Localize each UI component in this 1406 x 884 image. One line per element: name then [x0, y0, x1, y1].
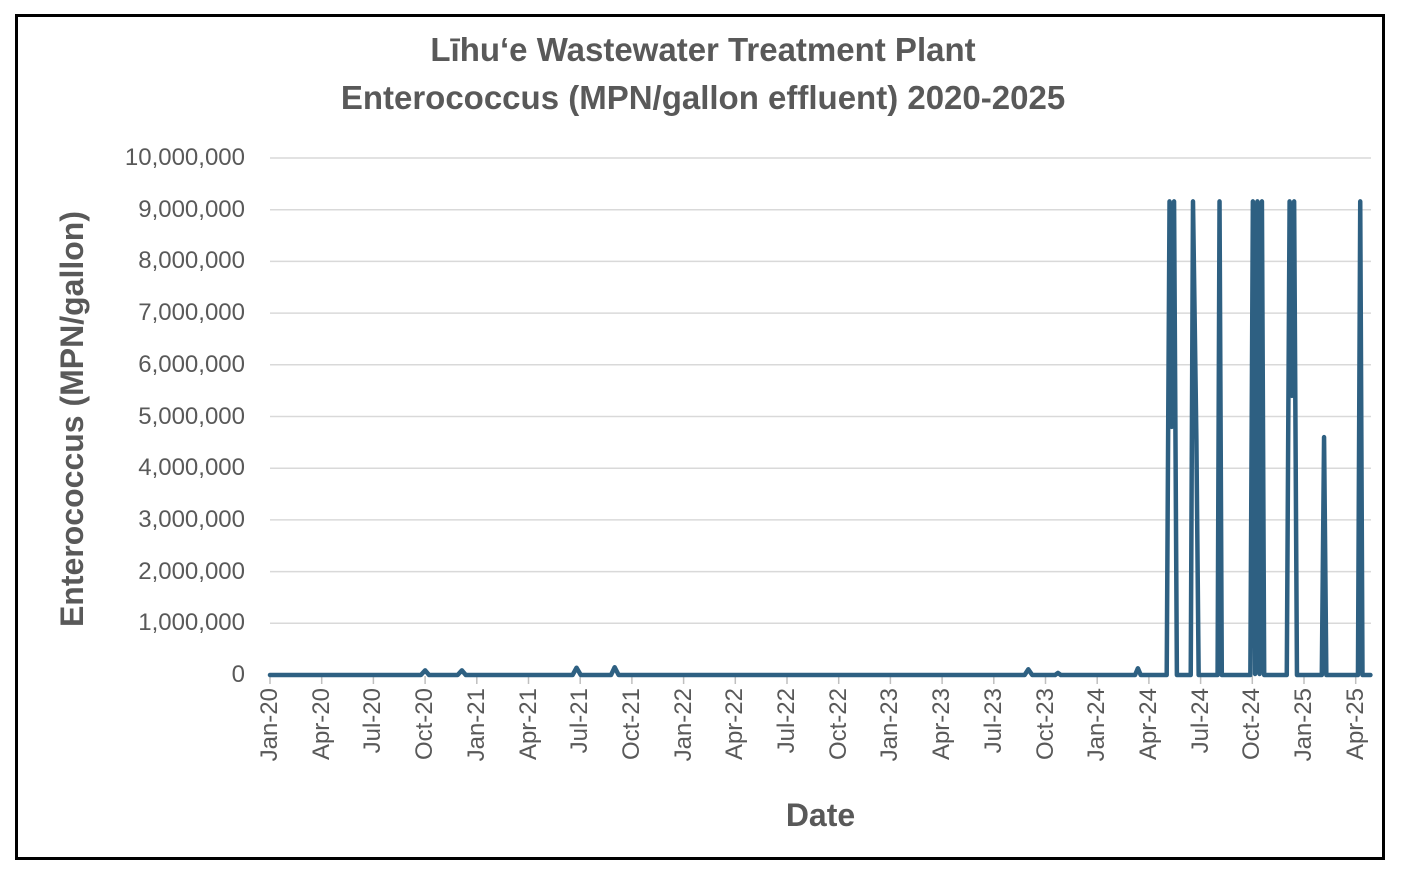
x-axis-tick-label: Oct-22 — [824, 688, 852, 761]
chart-frame — [15, 14, 1385, 860]
x-axis-tick-label: Apr-22 — [721, 688, 749, 761]
x-axis-tick-label: Apr-21 — [514, 688, 542, 761]
x-axis-tick-label: Apr-24 — [1134, 688, 1162, 761]
y-axis-tick-label: 10,000,000 — [124, 144, 245, 171]
chart-title-line1: Līhuʻe Wastewater Treatment Plant — [430, 31, 976, 68]
y-axis-tick-label: 0 — [231, 661, 245, 688]
x-axis-tick-label: Apr-25 — [1341, 688, 1369, 761]
x-axis-tick-label: Apr-23 — [928, 688, 956, 761]
x-axis-tick-label: Jan-22 — [669, 688, 697, 762]
data-series-line — [267, 199, 1373, 678]
chart-title: Līhuʻe Wastewater Treatment Plant Entero… — [18, 26, 1388, 122]
y-axis-tick-label: 2,000,000 — [138, 557, 245, 585]
chart-title-line2: Enterococcus (MPN/gallon effluent) 2020-… — [340, 79, 1066, 116]
x-axis-tick-marks — [269, 676, 1357, 684]
x-axis-tick-label: Jul-21 — [566, 688, 594, 754]
x-axis-tick-label: Jul-24 — [1186, 688, 1214, 754]
x-axis-title: Date — [785, 797, 856, 833]
y-axis-tick-label: 7,000,000 — [138, 299, 245, 327]
y-axis-tick-label: 8,000,000 — [138, 247, 245, 275]
x-axis-tick-label: Apr-20 — [307, 688, 335, 761]
x-axis-tick-label: Oct-23 — [1031, 688, 1059, 761]
x-axis-tick-label: Jan-24 — [1083, 688, 1111, 762]
y-axis-tick-label: 9,000,000 — [138, 195, 245, 223]
y-axis-tick-label: 5,000,000 — [138, 402, 245, 430]
x-axis-tick-label: Jul-22 — [773, 688, 800, 754]
x-axis-tick-label: Jan-20 — [256, 688, 283, 762]
x-axis-tick-label: Oct-24 — [1238, 688, 1266, 761]
x-axis-tick-label: Jul-23 — [979, 688, 1007, 754]
gridlines — [270, 157, 1371, 625]
y-axis-tick-label: 3,000,000 — [138, 505, 245, 533]
x-axis-tick-label: Oct-21 — [617, 688, 645, 761]
x-axis-tick-label: Jul-20 — [359, 688, 387, 754]
y-axis-title: Enterococcus (MPN/gallon) — [54, 210, 90, 628]
x-axis-tick-label: Jan-25 — [1290, 688, 1317, 762]
y-axis-tick-label: 6,000,000 — [138, 350, 245, 378]
x-axis-tick-label: Oct-20 — [411, 688, 439, 761]
x-axis-tick-label: Jan-23 — [876, 688, 904, 762]
x-axis-tick-label: Jan-21 — [462, 688, 490, 762]
y-axis-tick-label: 4,000,000 — [138, 454, 245, 482]
y-axis-tick-label: 1,000,000 — [138, 609, 245, 637]
